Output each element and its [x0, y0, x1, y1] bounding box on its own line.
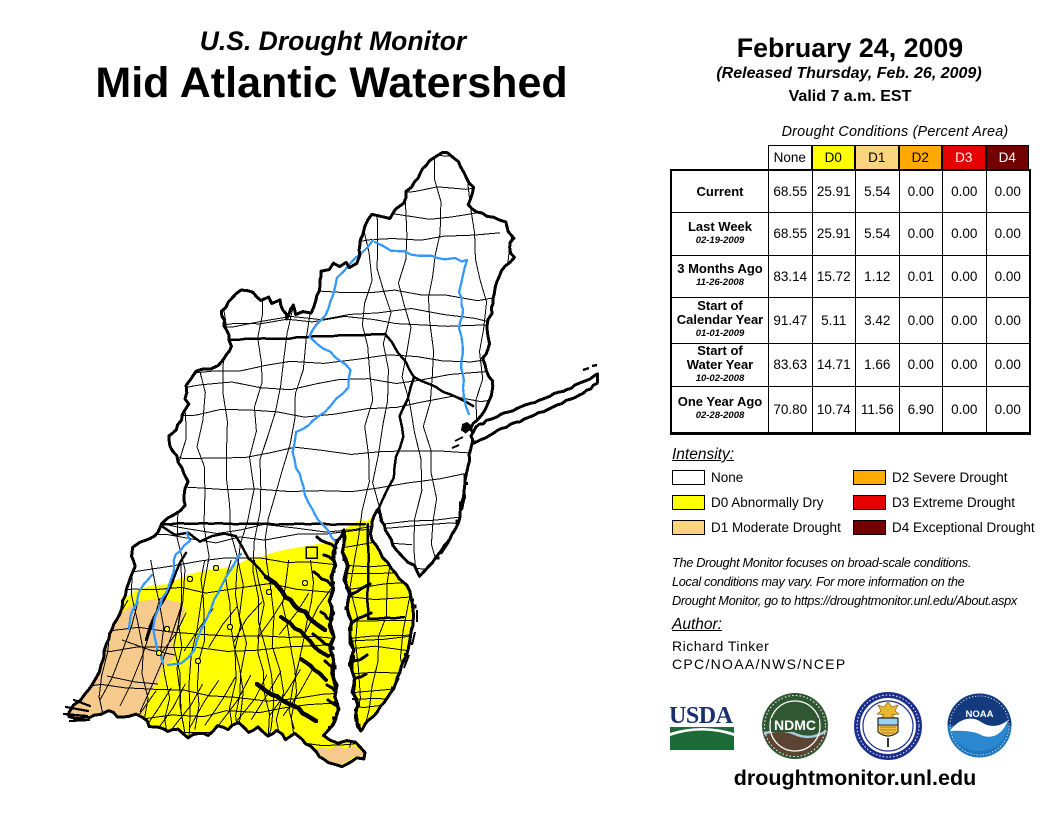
svg-text:NDMC: NDMC — [774, 717, 816, 733]
svg-text:NOAA: NOAA — [966, 709, 994, 720]
svg-text:USDA: USDA — [670, 703, 734, 729]
